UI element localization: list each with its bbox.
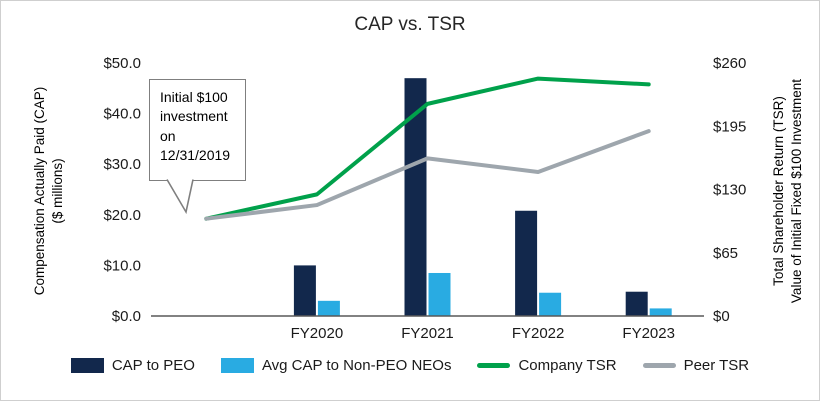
left-axis-tick-label: $30.0 — [103, 156, 141, 173]
left-axis-tick-label: $0.0 — [112, 308, 141, 325]
bar-avg-cap-to-non-peo-neos — [649, 308, 672, 316]
legend-square-swatch — [220, 358, 254, 373]
x-axis-tick-label: FY2022 — [512, 325, 565, 342]
bar-cap-to-peo — [404, 78, 427, 317]
left-axis-tick-label: $20.0 — [103, 207, 141, 224]
annotation-callout: Initial $100 investment on 12/31/2019 — [149, 79, 246, 181]
callout-line: investment — [160, 108, 228, 125]
left-axis-tick-label: $50.0 — [103, 55, 141, 72]
legend-item-avg-cap-to-non-peo-neos: Avg CAP to Non-PEO NEOs — [220, 357, 452, 374]
x-axis-tick-label: FY2020 — [291, 325, 344, 342]
bar-avg-cap-to-non-peo-neos — [428, 272, 451, 316]
legend-item-cap-to-peo: CAP to PEO — [70, 357, 195, 374]
legend-item-peer-tsr: Peer TSR — [642, 357, 750, 374]
legend-line-swatch — [642, 363, 676, 368]
line-company-tsr — [204, 76, 651, 221]
callout-line: Initial $100 — [160, 89, 228, 105]
bar-cap-to-peo — [293, 265, 316, 316]
callout-line: 12/31/2019 — [160, 146, 231, 163]
legend-item-company-tsr: Company TSR — [477, 357, 617, 374]
bar-cap-to-peo — [515, 210, 538, 316]
legend: CAP to PEO Avg CAP to Non-PEO NEOs Company… — [1, 357, 819, 374]
right-axis-tick-label: $65 — [713, 245, 738, 262]
left-axis-tick-label: $40.0 — [103, 106, 141, 123]
legend-label: Peer TSR — [683, 357, 750, 374]
line-peer-tsr — [204, 129, 651, 221]
legend-label: Avg CAP to Non-PEO NEOs — [261, 357, 452, 374]
right-axis-tick-label: $260 — [713, 55, 746, 72]
left-axis-tick-label: $10.0 — [103, 257, 141, 274]
x-axis-tick-label: FY2021 — [401, 325, 454, 342]
callout-pointer — [166, 179, 194, 215]
legend-label: CAP to PEO — [111, 357, 195, 374]
callout-line: on — [160, 127, 176, 144]
x-axis-tick-label: FY2023 — [622, 325, 675, 342]
bar-cap-to-peo — [625, 291, 648, 316]
right-axis-tick-label: $195 — [713, 118, 746, 135]
callout-pointer-shape — [166, 179, 194, 215]
bar-avg-cap-to-non-peo-neos — [539, 292, 562, 316]
right-axis-tick-label: $130 — [713, 182, 746, 199]
bar-avg-cap-to-non-peo-neos — [317, 300, 340, 316]
legend-label: Company TSR — [518, 357, 617, 374]
legend-square-swatch — [70, 358, 104, 373]
right-axis-tick-label: $0 — [713, 308, 730, 325]
legend-line-swatch — [477, 363, 511, 368]
chart-title: CAP vs. TSR — [354, 14, 466, 35]
